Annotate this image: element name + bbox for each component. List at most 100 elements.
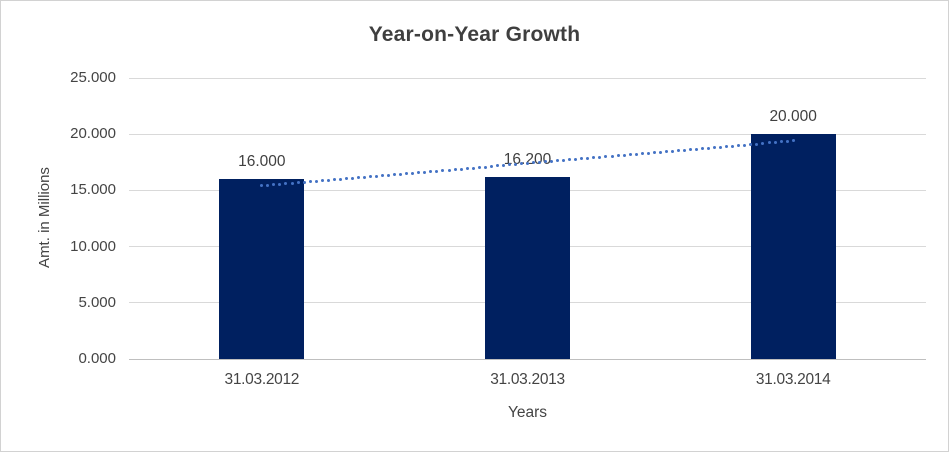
gridline <box>129 133 926 135</box>
trendline-dot <box>362 175 366 179</box>
trendline-dot <box>405 172 409 176</box>
trendline-dot <box>719 145 723 149</box>
trendline-dot <box>459 167 463 171</box>
trendline-dot <box>501 163 505 167</box>
y-tick-label: 25.000 <box>70 69 116 86</box>
trendline-dot <box>568 158 572 162</box>
y-tick-label: 20.000 <box>70 125 116 143</box>
trendline-dot <box>356 176 360 180</box>
trendline-dot <box>519 162 523 166</box>
trendline-dot <box>296 181 300 185</box>
trendline-dot <box>670 149 674 153</box>
trendline-dot <box>465 167 469 171</box>
trendline-dot <box>737 144 741 148</box>
trendline-dot <box>272 183 276 187</box>
trendline-dot <box>682 148 686 152</box>
trendline-dot <box>598 155 602 159</box>
trendline-dot <box>513 162 517 166</box>
trendline-dot <box>695 147 699 151</box>
trendline-dot <box>640 152 644 156</box>
trendline-dot <box>411 171 415 175</box>
gridline <box>129 77 926 79</box>
x-tick-label: 31.03.2013 <box>490 371 565 388</box>
trendline-dot <box>423 170 427 174</box>
trendline-dot <box>658 150 662 154</box>
trendline-dot <box>441 169 445 173</box>
trendline-dot <box>399 172 403 176</box>
trendline-dot <box>290 181 294 185</box>
trendline-dot <box>495 164 499 168</box>
x-axis-title: Years <box>507 404 548 421</box>
y-axis-title: Amt. in Millions <box>36 167 53 268</box>
trendline-dot <box>664 150 668 154</box>
y-tick-label: 10.000 <box>70 237 116 255</box>
trendline-dot <box>610 154 614 158</box>
trendline-dot <box>326 178 330 182</box>
trendline-dot <box>532 161 536 165</box>
trendline-dot <box>483 165 487 169</box>
trendline-dot <box>562 158 566 162</box>
trendline-dot <box>785 139 789 143</box>
bar <box>485 176 570 359</box>
bar-value-label: 20.000 <box>769 108 817 126</box>
trendline-dot <box>320 179 324 183</box>
plot-area: 16.000 16.200 20.000 <box>129 77 926 360</box>
trendline-dot <box>369 175 372 179</box>
trendline-dot <box>749 143 753 147</box>
trendline-dot <box>344 177 348 181</box>
trendline-dot <box>731 144 735 148</box>
trendline-dot <box>471 166 475 170</box>
trendline-dot <box>393 173 397 177</box>
trendline-dot <box>260 184 264 188</box>
bar <box>750 134 836 359</box>
trendline-dot <box>676 149 680 153</box>
x-tick-label: 31.03.2014 <box>755 371 831 388</box>
trendline-dot <box>350 176 354 180</box>
trendline-dot <box>266 183 270 187</box>
trendline-dot <box>314 179 318 183</box>
trendline-dot <box>592 156 596 160</box>
trendline-dot <box>701 147 705 151</box>
trendline-dot <box>417 171 421 175</box>
trendline-dot <box>773 140 777 144</box>
trendline-dot <box>628 153 632 157</box>
trendline-dot <box>713 146 717 150</box>
trendline-dot <box>302 180 306 184</box>
trendline-dot <box>634 152 638 156</box>
trendline-dot <box>689 148 693 152</box>
trendline-dot <box>435 169 439 173</box>
trendline-dot <box>725 145 729 149</box>
trendline-dot <box>616 154 620 158</box>
trendline-dot <box>278 182 282 186</box>
trendline-dot <box>453 168 457 172</box>
x-tick-label: 31.03.2012 <box>224 371 300 388</box>
trendline-dot <box>652 151 656 155</box>
y-tick-label: 15.000 <box>70 181 116 199</box>
trendline-dot <box>743 143 747 147</box>
trendline-dot <box>574 157 578 161</box>
trendline-dot <box>489 164 493 168</box>
trendline-dot <box>580 157 584 161</box>
trendline-dot <box>755 142 759 146</box>
chart-title: Year-on-Year Growth <box>368 23 581 46</box>
bar-value-label: 16.000 <box>238 153 286 171</box>
trendline-dot <box>586 156 590 160</box>
trendline-dot <box>622 153 626 157</box>
trendline-dot <box>338 177 342 181</box>
trendline-dot <box>556 159 560 163</box>
trendline-dot <box>477 166 481 169</box>
trendline-dot <box>447 168 451 172</box>
trendline-dot <box>507 163 511 167</box>
trendline-dot <box>429 170 433 174</box>
y-tick-label: 5.000 <box>78 293 116 311</box>
trendline-dot <box>332 178 336 182</box>
trendline-dot <box>375 174 379 178</box>
trendline-dot <box>284 182 288 186</box>
bar <box>219 179 305 359</box>
trendline-dot <box>761 141 765 145</box>
trendline-dot <box>707 146 711 150</box>
trendline-dot <box>387 173 391 177</box>
trendline-dot <box>791 139 795 143</box>
trendline-dot <box>381 174 385 178</box>
